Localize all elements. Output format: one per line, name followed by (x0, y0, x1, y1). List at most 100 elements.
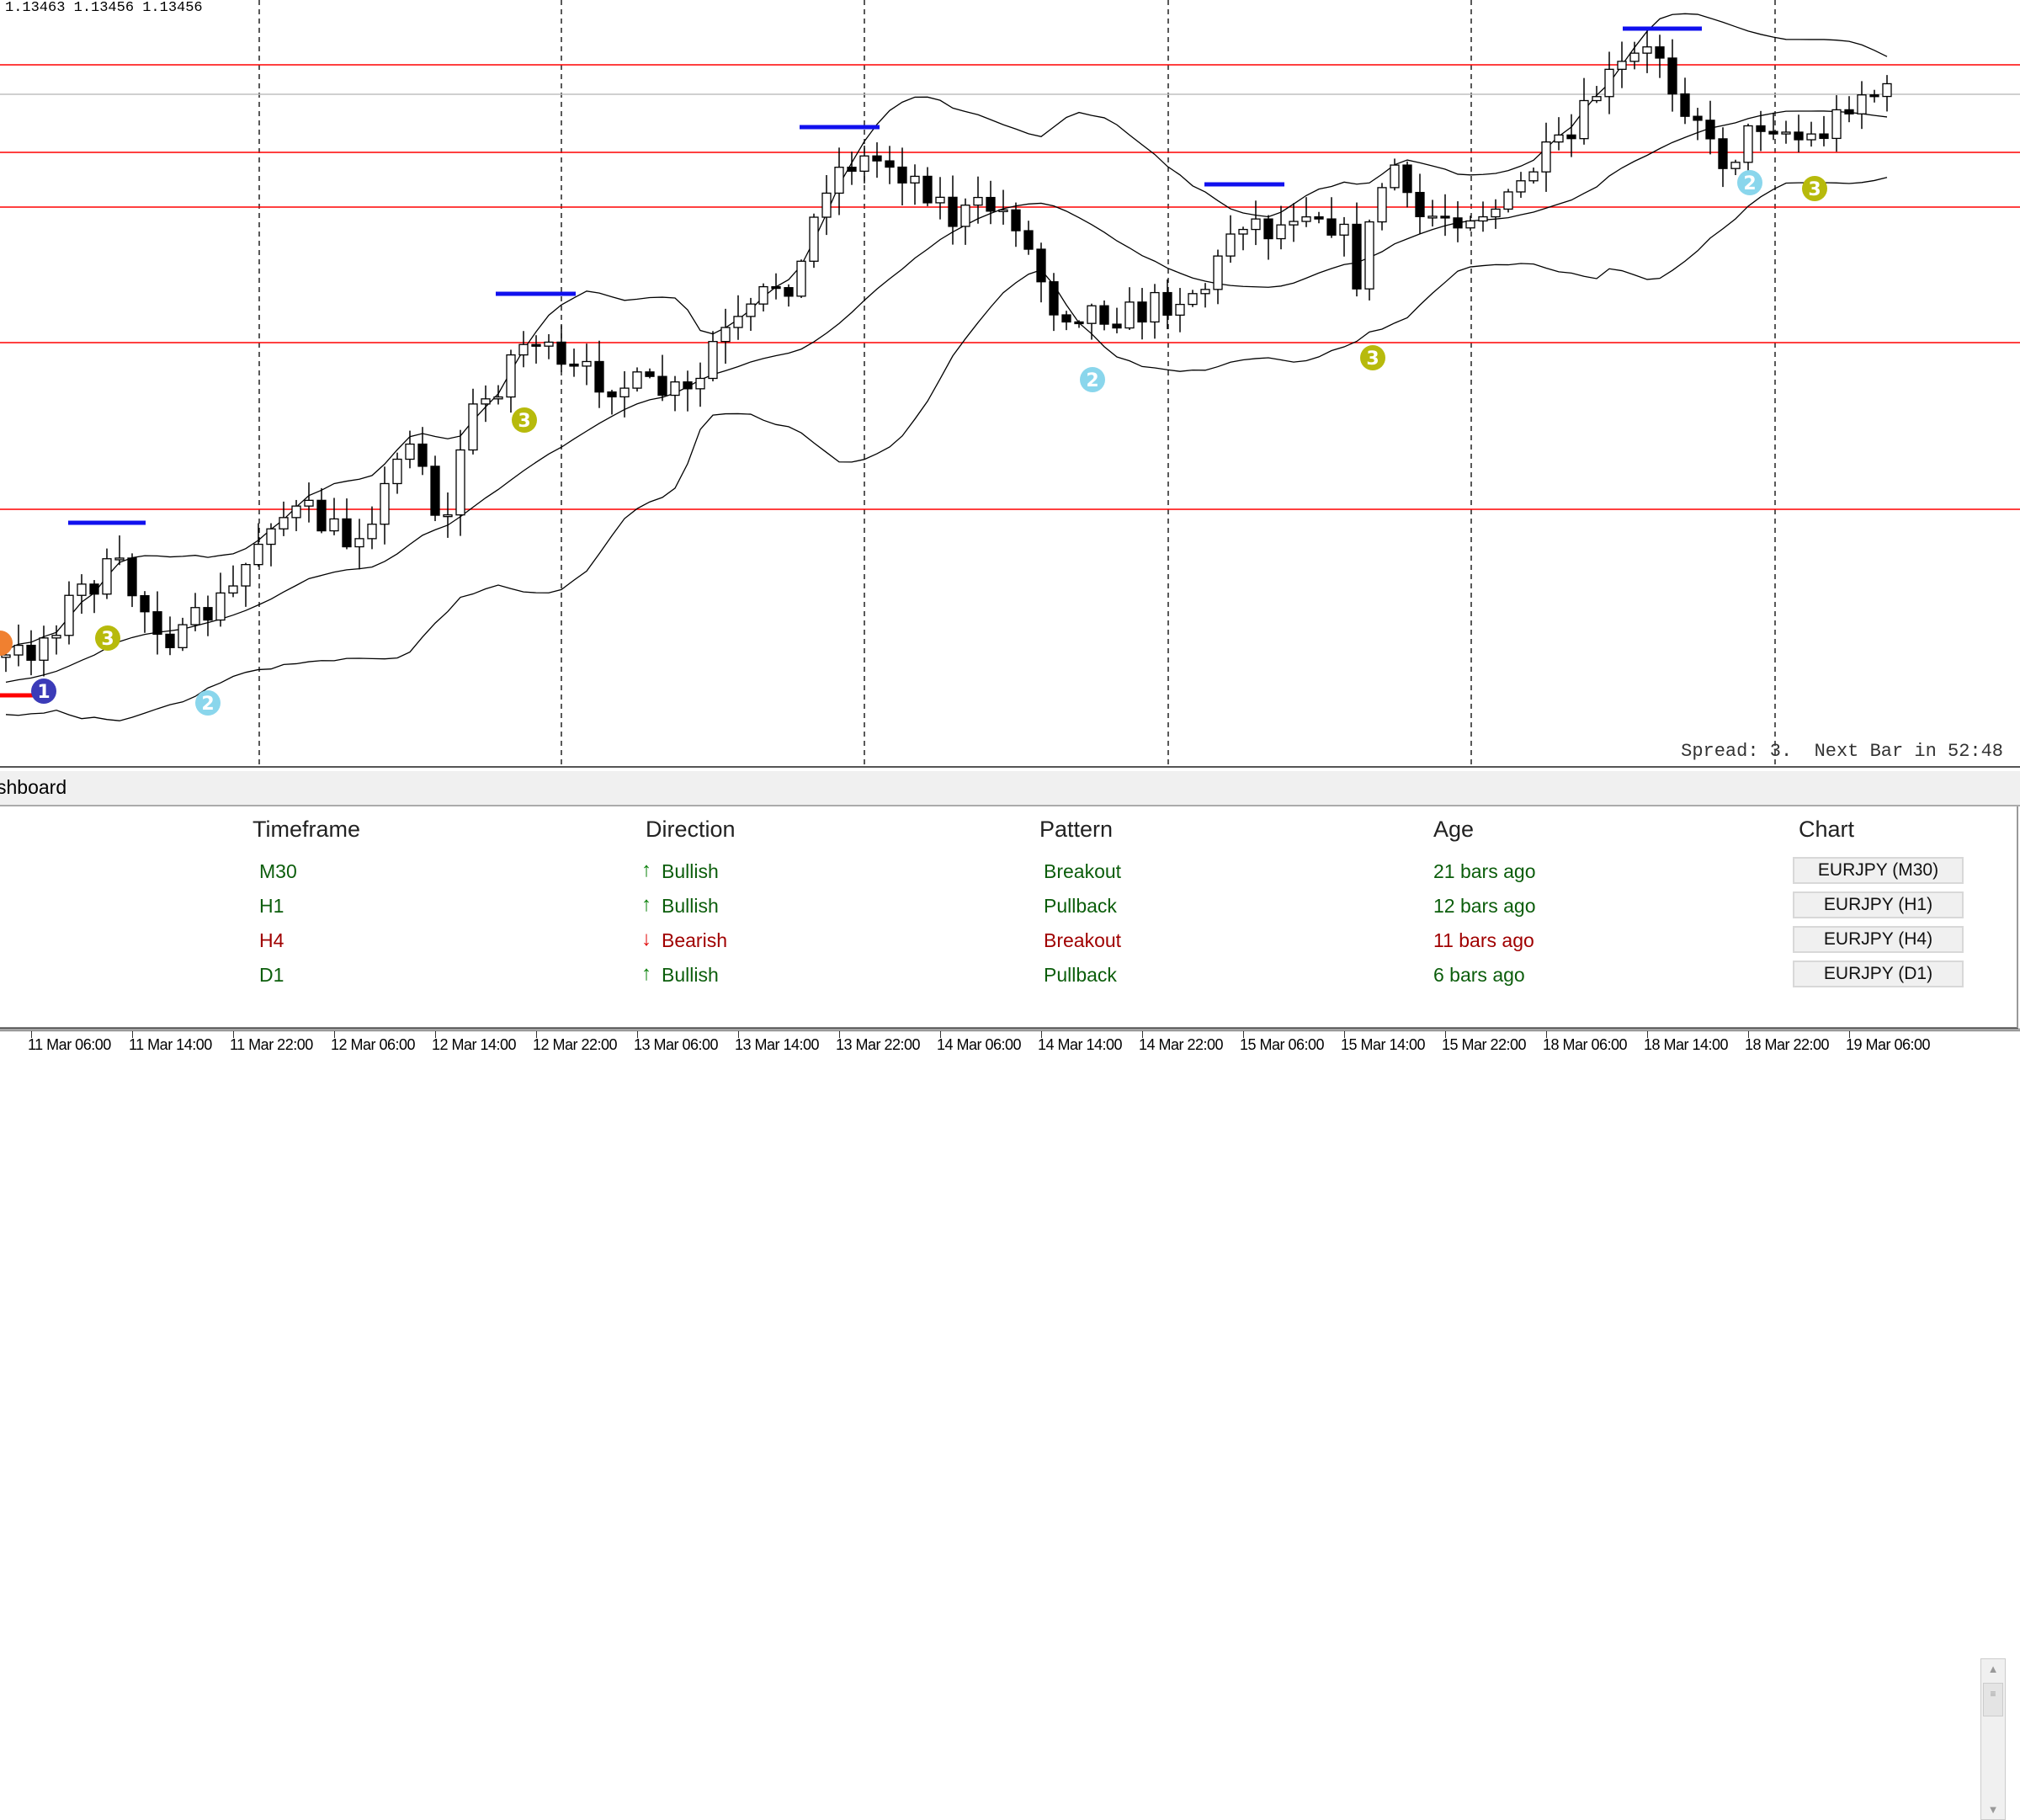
candle-bull (1188, 293, 1198, 306)
candle-bull (493, 396, 503, 400)
candle-bear (657, 375, 667, 396)
time-tick (1243, 1031, 1244, 1038)
time-label: 15 Mar 14:00 (1341, 1036, 1426, 1053)
time-label: 15 Mar 06:00 (1240, 1036, 1325, 1053)
time-tick (1546, 1031, 1547, 1038)
scroll-down-icon[interactable]: ▼ (1987, 1803, 1999, 1816)
price-chart[interactable]: 1 2 3 3 2 3 2 3 (0, 0, 2020, 768)
time-label: 13 Mar 06:00 (634, 1036, 719, 1053)
arrow-up-icon: ↑ (641, 962, 651, 985)
time-tick (738, 1031, 739, 1038)
row-pattern: Breakout (1044, 929, 1122, 951)
bollinger-middle (5, 110, 1888, 684)
column-header-direction: Direction (646, 817, 736, 842)
candle-bull (1882, 82, 1892, 98)
arrow-up-icon: ↑ (641, 893, 651, 916)
candle-bear (1112, 323, 1122, 329)
candle-bull (998, 209, 1008, 212)
open-chart-button[interactable]: EURJPY (H4) (1793, 926, 1964, 953)
time-label: 11 Mar 06:00 (28, 1036, 111, 1053)
candle-bear (342, 518, 352, 548)
pattern-marker-3 (1360, 345, 1385, 370)
time-tick (1041, 1031, 1042, 1038)
candle-bear (1453, 217, 1463, 229)
time-tick (1445, 1031, 1446, 1038)
row-timeframe: M30 (259, 860, 297, 882)
candle-bull (228, 585, 238, 594)
scroll-thumb[interactable]: ≡ (1983, 1683, 2003, 1716)
candle-bear (1074, 321, 1084, 325)
candle-bull (935, 196, 945, 204)
candle-bear (885, 160, 895, 168)
bollinger-lower (5, 177, 1888, 721)
candle-bull (1642, 46, 1652, 54)
candle-bear (1162, 291, 1172, 316)
time-label: 14 Mar 14:00 (1038, 1036, 1123, 1053)
candle-bull (1390, 164, 1400, 189)
row-direction: Bullish (662, 895, 719, 917)
open-chart-button[interactable]: EURJPY (D1) (1793, 961, 1964, 987)
time-tick (233, 1031, 234, 1038)
pattern-marker-3 (1802, 176, 1827, 201)
open-chart-button[interactable]: EURJPY (M30) (1793, 857, 1964, 884)
candle-bull (481, 398, 491, 405)
candle-bear (784, 287, 794, 297)
candle-bull (746, 303, 756, 317)
candle-bull (1491, 208, 1501, 218)
candle-bull (1541, 141, 1551, 173)
open-chart-button[interactable]: EURJPY (H1) (1793, 891, 1964, 918)
row-timeframe: D1 (259, 964, 284, 986)
next-bar-label: Next Bar in 52:48 (1814, 741, 2003, 762)
candle-bear (847, 167, 857, 173)
candle-bull (670, 381, 680, 396)
dashboard-header[interactable]: shboard (0, 771, 2020, 806)
candle-bull (443, 514, 453, 518)
candle-bull (241, 564, 251, 587)
candle-bull (51, 635, 61, 639)
candle-bull (468, 403, 478, 451)
candle-bull (733, 316, 743, 328)
candle-bear (430, 466, 440, 516)
pattern-marker-3 (95, 625, 120, 651)
row-age: 21 bars ago (1433, 860, 1536, 882)
candle-bear (203, 607, 213, 621)
time-tick (637, 1031, 638, 1038)
time-label: 15 Mar 22:00 (1442, 1036, 1527, 1053)
row-age: 12 bars ago (1433, 895, 1536, 917)
candle-bull (1730, 162, 1741, 169)
time-tick (1647, 1031, 1648, 1038)
candle-bear (1352, 223, 1362, 290)
dashboard-scrollbar[interactable]: ▲ ≡ ▼ (1980, 1658, 2006, 1820)
time-label: 11 Mar 22:00 (230, 1036, 313, 1053)
candle-bull (960, 205, 970, 227)
candle-bear (1099, 305, 1109, 325)
candle-bear (1137, 301, 1147, 323)
time-tick (1748, 1031, 1749, 1038)
candle-bull (1579, 99, 1589, 140)
pattern-marker-1 (31, 679, 56, 704)
candle-bear (140, 594, 150, 613)
candle-bull (114, 557, 125, 561)
scroll-up-icon[interactable]: ▲ (1987, 1663, 1999, 1675)
candle-bull (973, 196, 983, 206)
candle-bear (1440, 216, 1450, 219)
candle-bear (1705, 120, 1715, 140)
candle-bull (1629, 52, 1640, 62)
time-tick (940, 1031, 941, 1038)
candle-bull (1806, 133, 1816, 141)
row-age: 6 bars ago (1433, 964, 1525, 986)
time-tick (1344, 1031, 1345, 1038)
time-label: 14 Mar 22:00 (1139, 1036, 1224, 1053)
pattern-marker-2 (1080, 367, 1105, 392)
candle-bull (1516, 180, 1526, 193)
candle-bear (645, 371, 655, 377)
candle-bull (304, 499, 314, 507)
arrow-down-icon: ↓ (641, 928, 651, 950)
candle-bull (1124, 301, 1135, 329)
candle-bear (897, 166, 907, 184)
dashboard-title: shboard (0, 776, 67, 798)
time-tick (1849, 1031, 1850, 1038)
pattern-marker-label: 2 (1086, 370, 1098, 391)
candle-bear (165, 633, 175, 648)
candle-bull (809, 216, 819, 262)
